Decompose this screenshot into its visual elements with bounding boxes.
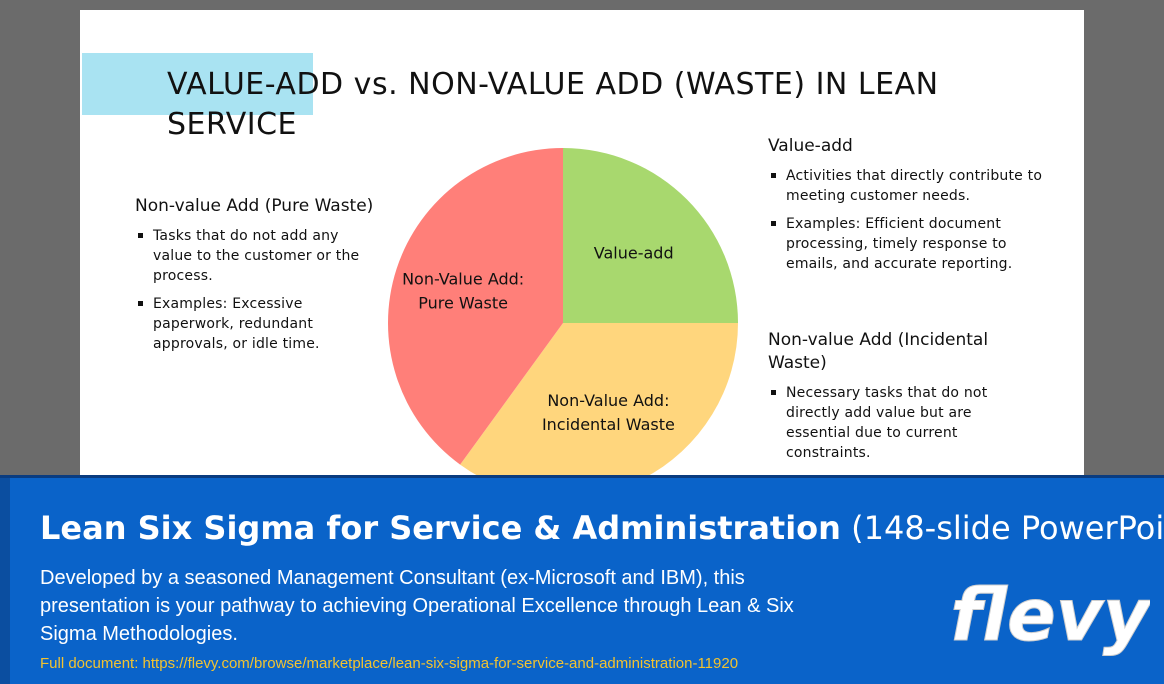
bullet-item: Examples: Efficient document processing,…: [768, 214, 1048, 274]
bullet-item: Activities that directly contribute to m…: [768, 166, 1048, 206]
incidental-waste-bullets: Necessary tasks that do not directly add…: [768, 383, 1028, 463]
flevy-logo[interactable]: flevy: [950, 578, 1150, 658]
slide: VALUE-ADD vs. NON-VALUE ADD (WASTE) IN L…: [80, 10, 1084, 480]
flevy-logo-text: flevy: [950, 578, 1150, 657]
incidental-waste-heading: Non-value Add (Incidental Waste): [768, 330, 989, 373]
banner-stripe: [0, 478, 10, 684]
value-add-section: Value-add Activities that directly contr…: [768, 135, 1048, 282]
pie-slice-label: Non-Value Add: Incidental Waste: [542, 391, 675, 434]
bullet-item: Tasks that do not add any value to the c…: [135, 226, 375, 286]
pie-slice: [388, 148, 563, 465]
full-document-link[interactable]: Full document: https://flevy.com/browse/…: [40, 655, 739, 672]
banner-title-slide-count: (148-slide PowerPoint): [851, 509, 1164, 547]
banner-description: Developed by a seasoned Management Consu…: [40, 567, 794, 645]
value-add-pie-chart: Value-add Non-Value Add: Incidental Waste N…: [388, 148, 738, 480]
promo-banner: Lean Six Sigma for Service & Administrat…: [0, 475, 1164, 684]
banner-title[interactable]: Lean Six Sigma for Service & Administrat…: [40, 508, 1164, 548]
slide-title: VALUE-ADD vs. NON-VALUE ADD (WASTE) IN L…: [167, 67, 939, 142]
pure-waste-bullets: Tasks that do not add any value to the c…: [135, 226, 375, 354]
pie-slice-label: Non-Value Add: Pure Waste: [402, 270, 524, 313]
pie-slice: [563, 148, 738, 323]
bullet-item: Necessary tasks that do not directly add…: [768, 383, 1028, 463]
pie-slice: [460, 323, 738, 480]
pure-waste-heading: Non-value Add (Pure Waste): [135, 196, 374, 216]
incidental-waste-section: Non-value Add (Incidental Waste) Necessa…: [768, 329, 1028, 471]
pie-slice-label: Value-add: [594, 243, 674, 262]
bullet-item: Examples: Excessive paperwork, redundant…: [135, 294, 375, 354]
title-accent-bar: [82, 53, 313, 115]
banner-title-main: Lean Six Sigma for Service & Administrat…: [40, 509, 841, 547]
value-add-bullets: Activities that directly contribute to m…: [768, 166, 1048, 274]
value-add-heading: Value-add: [768, 136, 853, 156]
pure-waste-section: Non-value Add (Pure Waste) Tasks that do…: [135, 195, 375, 362]
